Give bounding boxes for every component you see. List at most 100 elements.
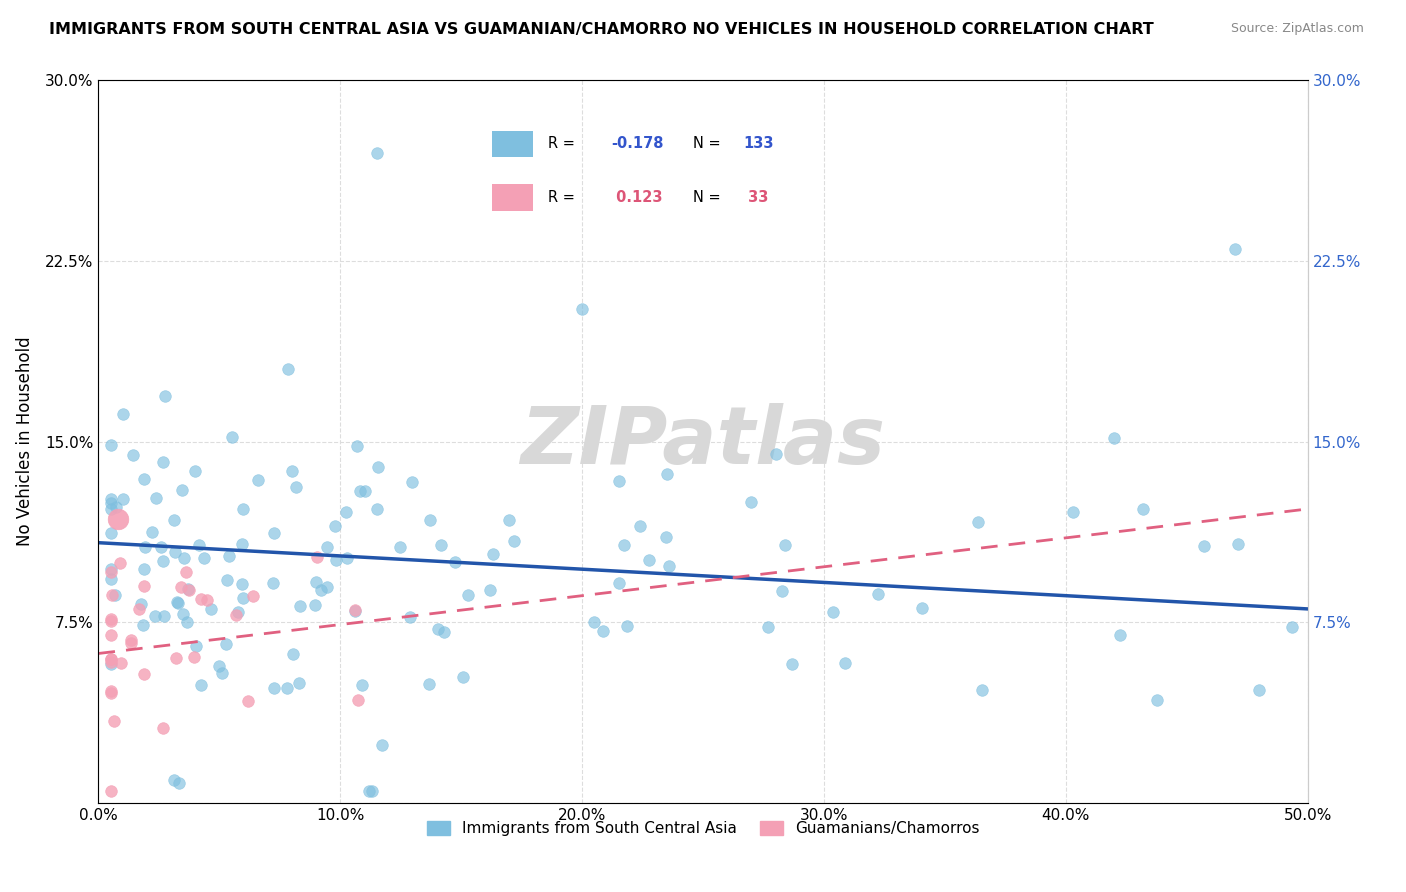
Point [262,576,284,591]
Point [231,537,253,551]
Point [165,651,187,665]
Point [773,538,796,552]
Point [100,438,122,452]
Point [100,686,122,700]
Point [100,657,122,671]
Point [284,480,307,494]
Point [316,540,339,554]
Point [1102,431,1125,445]
Point [170,483,193,497]
Point [100,502,122,516]
Point [100,655,122,669]
Point [104,588,127,602]
Point [100,526,122,541]
Point [215,637,238,651]
Point [145,491,167,505]
Point [1062,505,1084,519]
Point [104,500,127,514]
Point [638,553,661,567]
Point [418,677,440,691]
Point [165,545,187,559]
Point [166,595,188,609]
Point [498,513,520,527]
Point [352,678,374,692]
Point [177,583,200,598]
Point [399,610,422,624]
Point [583,615,606,630]
Point [128,602,150,616]
Point [305,550,328,565]
Point [218,549,240,563]
Point [834,656,856,670]
Point [190,678,212,692]
Point [655,530,678,544]
Point [613,538,636,552]
Point [263,525,285,540]
Point [1223,242,1246,256]
Point [211,666,233,681]
Point [110,657,132,671]
Point [1247,682,1270,697]
Point [276,681,298,695]
Point [150,540,173,554]
Point [152,455,174,469]
Point [354,484,377,499]
Point [100,684,122,698]
Point [100,492,122,507]
Point [167,775,190,789]
Legend: Immigrants from South Central Asia, Guamanians/Chamorros: Immigrants from South Central Asia, Guam… [420,814,986,842]
Point [208,659,231,673]
Point [228,606,250,620]
Point [174,566,197,580]
Point [283,647,305,661]
Point [655,467,678,482]
Point [444,555,467,569]
Point [187,538,209,552]
Point [100,614,122,628]
Point [366,145,388,160]
Point [304,599,326,613]
Point [288,675,311,690]
Point [176,615,198,629]
Point [217,573,239,587]
Point [163,513,186,527]
Point [430,538,453,552]
Y-axis label: No Vehicles in Household: No Vehicles in Household [15,336,34,547]
Point [967,515,990,529]
Point [134,540,156,554]
Point [152,721,174,735]
Point [236,693,259,707]
Point [607,576,630,591]
Point [100,784,122,798]
Point [349,483,371,498]
Point [112,491,135,506]
Point [195,593,218,607]
Point [336,550,359,565]
Point [231,577,253,591]
Point [821,605,844,619]
Point [770,584,793,599]
Point [100,562,122,576]
Point [263,681,285,695]
Point [100,496,122,510]
Point [433,625,456,640]
Point [186,639,208,653]
Point [478,583,501,598]
Point [177,582,200,596]
Point [756,620,779,634]
Point [108,556,131,570]
Point [740,495,762,509]
Point [100,588,122,602]
Point [100,572,122,586]
Point [143,608,166,623]
Point [152,554,174,568]
Point [100,612,122,626]
Point [112,407,135,421]
Point [970,683,993,698]
Point [141,525,163,540]
Point [107,511,129,525]
Point [134,562,156,576]
Point [1192,539,1215,553]
Point [911,601,934,615]
Point [367,460,389,475]
